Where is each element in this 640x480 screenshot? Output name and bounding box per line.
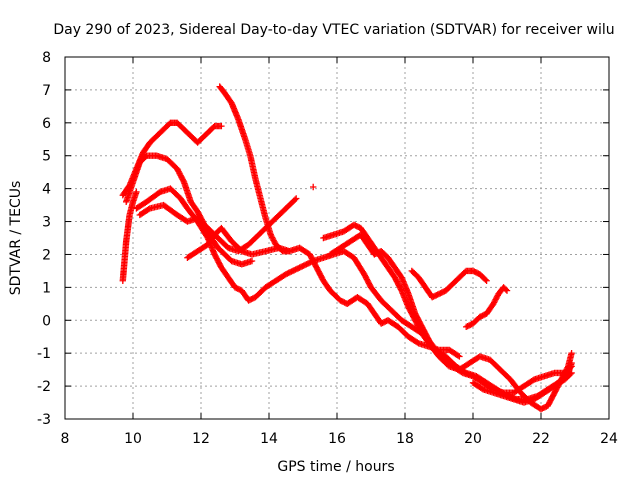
data-point [491,297,499,305]
y-tick-labels: -3 -2 -1 0 1 2 3 4 5 6 7 8 [37,50,51,428]
series-arc-11 [463,284,511,331]
x-tick-label: 10 [124,431,142,447]
data-point [293,195,300,202]
x-tick-label: 16 [328,431,346,447]
x-tick-label: 8 [61,431,70,447]
data-point [268,234,276,241]
y-axis-title: SDTVAR / TECUs [8,181,24,296]
data-point [267,231,274,238]
x-axis-title: GPS time / hours [277,459,394,475]
data-point [269,235,277,243]
data-point [502,286,510,293]
series-arc-1 [119,188,140,284]
series-arc-10 [408,267,490,301]
x-tick-label: 22 [532,431,550,447]
y-tick-label: 3 [42,215,51,231]
data-point [568,369,575,377]
data-point [490,299,498,306]
data-point [567,370,574,378]
data-point [270,237,277,244]
data-point [310,183,317,191]
data-point [268,232,275,240]
data-point [291,196,299,203]
data-point [568,349,575,357]
data-point [454,352,462,359]
data-point [568,359,575,367]
y-tick-label: 8 [42,50,51,66]
data-point [503,287,511,294]
y-tick-label: -2 [37,379,51,395]
y-tick-label: 6 [42,116,51,132]
series-point-1 [310,183,317,191]
y-tick-label: 7 [42,83,51,99]
data-point [248,257,256,265]
data-point [483,277,490,284]
plot-frame [64,56,610,420]
x-tick-labels: 8 10 12 14 16 18 20 22 24 [61,431,618,447]
data-series [119,83,575,413]
y-tick-label: 5 [42,149,51,165]
data-point [482,276,489,283]
data-point [133,188,140,196]
data-point [271,238,278,245]
series-arc-12 [469,369,575,406]
data-point [490,300,497,308]
x-tick-label: 12 [192,431,210,447]
chart-title: Day 290 of 2023, Sidereal Day-to-day VTE… [53,22,614,38]
data-point [493,294,500,302]
data-point [456,353,463,360]
x-tick-label: 18 [396,431,414,447]
data-point [493,293,501,300]
data-point [218,122,225,130]
y-tick-label: 2 [42,247,51,263]
data-point [492,296,499,303]
data-point [145,206,152,213]
x-tick-label: 24 [600,431,618,447]
y-tick-label: -1 [37,346,51,362]
y-tick-label: 1 [42,280,51,296]
series-arc-7 [216,83,463,360]
y-tick-label: -3 [37,412,51,428]
y-tick-label: 0 [42,313,51,329]
x-tick-label: 14 [260,431,278,447]
series-arc-6 [184,224,293,261]
x-tick-label: 20 [464,431,482,447]
y-tick-label: 4 [42,182,51,198]
